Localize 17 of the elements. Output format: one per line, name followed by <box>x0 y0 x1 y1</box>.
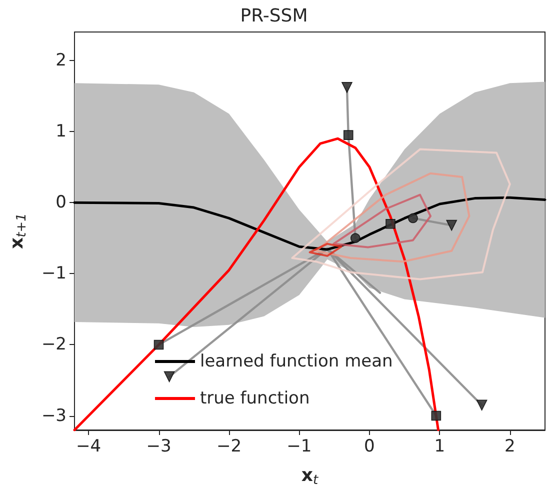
chart-title: PR-SSM <box>240 6 308 26</box>
y-axis-title: xt+1 <box>6 213 30 249</box>
x-tick-label: −1 <box>286 436 312 456</box>
x-tick-label: 0 <box>364 436 375 456</box>
legend-label: learned function mean <box>200 352 393 372</box>
x-tick-label: −4 <box>76 436 102 456</box>
x-tick-label: 1 <box>434 436 446 456</box>
y-tick-label: 0 <box>56 192 66 213</box>
y-tick-label: −1 <box>41 264 66 284</box>
x-tick-label: 2 <box>504 436 516 456</box>
legend-label: true function <box>200 388 310 408</box>
y-tick-label: 1 <box>56 122 66 142</box>
y-tick-label: −3 <box>41 406 66 426</box>
x-tick-label: −3 <box>146 436 172 456</box>
y-tick-label: −2 <box>41 334 66 355</box>
y-tick-label: 2 <box>56 50 66 70</box>
x-tick-label: −2 <box>216 436 242 456</box>
